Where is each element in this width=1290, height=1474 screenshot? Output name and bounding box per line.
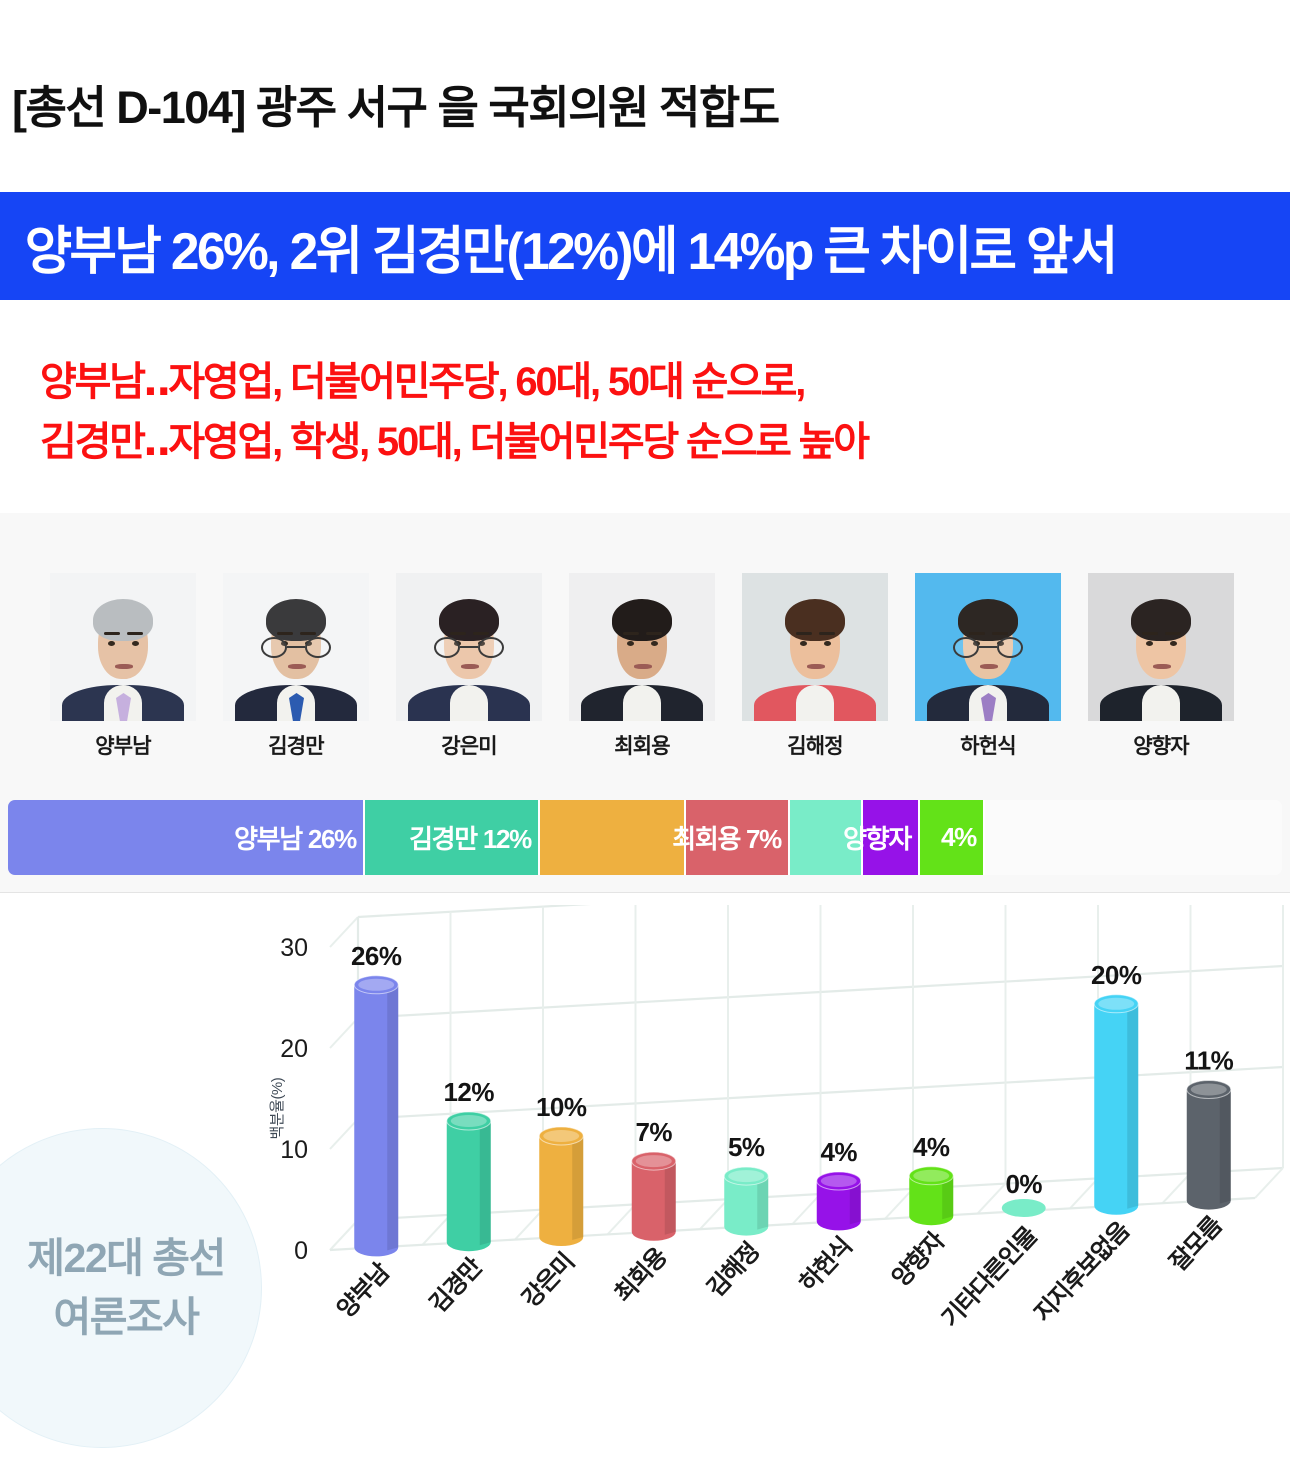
stacked-bar-segment: 양향자 xyxy=(843,800,920,875)
watermark-line-1: 제22대 총선 xyxy=(27,1234,226,1281)
candidate-name: 강은미 xyxy=(441,735,497,758)
watermark-badge: 제22대 총선 여론조사 xyxy=(0,1128,262,1448)
stacked-bar-segment: 4% xyxy=(920,800,985,875)
summary-line-2: 김경만‥자영업, 학생, 50대, 더불어민주당 순으로 높아 xyxy=(40,420,870,464)
stacked-bar-segment-label: 양부남 26% xyxy=(234,824,357,854)
bar-value-label: 12% xyxy=(443,1077,494,1107)
candidate-name: 양부남 xyxy=(95,735,151,758)
stacked-bar-segment: 김경만 12% xyxy=(365,800,540,875)
candidate-portrait xyxy=(569,573,715,721)
bar-value-label: 0% xyxy=(1005,1169,1042,1199)
candidate-portrait xyxy=(1088,573,1234,721)
x-axis-category-label: 김해정 xyxy=(702,1238,764,1302)
bar-value-label: 7% xyxy=(635,1117,672,1147)
chart-bar xyxy=(446,1111,492,1252)
candidate-card: 김해정 xyxy=(742,573,888,760)
x-axis-category-label: 양향자 xyxy=(887,1227,950,1292)
bar-value-label: 10% xyxy=(536,1092,587,1122)
candidate-name: 최회용 xyxy=(614,735,670,758)
column-chart: 0 10 20 30 백분율(%) 26% 양부남 12% 김경만 10% 강은미 7% 최회용 5% 김해… xyxy=(0,905,1290,1474)
chart-bar xyxy=(353,975,399,1257)
candidate-card: 김경만 xyxy=(223,573,369,760)
candidate-name: 양향자 xyxy=(1133,735,1189,758)
stacked-bar-segment-label: 4% xyxy=(941,822,977,852)
stacked-bar-segment-label: 양향자 xyxy=(843,824,912,854)
x-axis-category-label: 최회용 xyxy=(610,1243,673,1308)
stacked-bar-segment xyxy=(790,800,863,875)
stacked-bar-segment xyxy=(540,800,686,875)
x-axis-category-label: 지지후보없음 xyxy=(1029,1217,1135,1328)
chart-bar xyxy=(1001,1199,1046,1217)
candidate-card: 하헌식 xyxy=(915,573,1061,760)
stacked-bar-remainder xyxy=(985,800,1282,875)
section-divider xyxy=(0,892,1290,893)
bar-value-label: 4% xyxy=(820,1137,857,1167)
stacked-share-bar: 양부남 26% 김경만 12% 최회용 7% 양향자 4% xyxy=(8,800,1282,875)
candidate-portrait xyxy=(223,573,369,721)
bar-value-label: 4% xyxy=(913,1132,950,1162)
y-axis-tick: 0 xyxy=(294,1237,308,1265)
candidate-portrait xyxy=(396,573,542,721)
y-axis-tick: 30 xyxy=(280,934,308,962)
chart-bar xyxy=(908,1166,954,1226)
x-axis-category-label: 김경만 xyxy=(425,1253,488,1318)
chart-bar xyxy=(816,1171,862,1231)
candidate-portrait xyxy=(915,573,1061,721)
candidate-card: 양부남 xyxy=(50,573,196,760)
banner: 양부남 26%, 2위 김경만(12%)에 14%p 큰 차이로 앞서 xyxy=(0,192,1290,300)
stacked-bar-segment: 양부남 26% xyxy=(8,800,365,875)
x-axis-category-label: 강은미 xyxy=(517,1249,579,1313)
candidate-card: 최회용 xyxy=(569,573,715,760)
candidate-portrait xyxy=(742,573,888,721)
y-axis-tick: 20 xyxy=(280,1035,308,1063)
chart-bar xyxy=(631,1151,677,1241)
page-title: [총선 D-104] 광주 서구 을 국회의원 적합도 xyxy=(12,82,780,133)
x-axis-category-label: 기타다른인물 xyxy=(937,1222,1043,1333)
chart-bar xyxy=(538,1126,584,1246)
y-axis-tick: 10 xyxy=(280,1136,308,1164)
summary-line-1: 양부남‥자영업, 더불어민주당, 60대, 50대 순으로, xyxy=(40,360,806,404)
banner-text: 양부남 26%, 2위 김경만(12%)에 14%p 큰 차이로 앞서 xyxy=(24,222,1118,281)
watermark-line-2: 여론조사 xyxy=(53,1294,200,1340)
bar-value-label: 20% xyxy=(1091,960,1142,990)
candidate-name: 김경만 xyxy=(268,735,324,758)
summary-block: 양부남‥자영업, 더불어민주당, 60대, 50대 순으로, 김경만‥자영업, … xyxy=(40,352,1270,472)
bar-value-label: 5% xyxy=(728,1132,765,1162)
x-axis-category-label: 양부남 xyxy=(332,1258,395,1323)
stacked-bar-segment-label: 김경만 12% xyxy=(409,824,532,854)
candidate-card: 강은미 xyxy=(396,573,542,760)
bar-value-label: 26% xyxy=(351,941,402,971)
stacked-bar-segment: 최회용 7% xyxy=(672,800,790,875)
chart-bar xyxy=(723,1166,769,1236)
y-axis-title: 백분율(%) xyxy=(269,1077,286,1139)
candidate-photo-row: 양부남 김경만 xyxy=(0,573,1290,760)
x-axis-category-label: 하헌식 xyxy=(795,1233,857,1297)
candidate-portrait xyxy=(50,573,196,721)
candidate-card: 양향자 xyxy=(1088,573,1234,760)
bar-value-label: 11% xyxy=(1184,1046,1233,1076)
candidate-name: 하헌식 xyxy=(960,735,1016,758)
candidate-name: 김해정 xyxy=(787,735,843,758)
chart-bar xyxy=(1093,994,1139,1215)
chart-bar xyxy=(1186,1080,1232,1210)
chart-canvas: 0 10 20 30 백분율(%) 26% 양부남 12% 김경만 10% 강은미 7% 최회용 5% 김해… xyxy=(269,905,1284,1333)
stacked-bar-segment-label: 최회용 7% xyxy=(672,824,782,854)
x-axis-category-label: 잘모름 xyxy=(1165,1211,1228,1276)
